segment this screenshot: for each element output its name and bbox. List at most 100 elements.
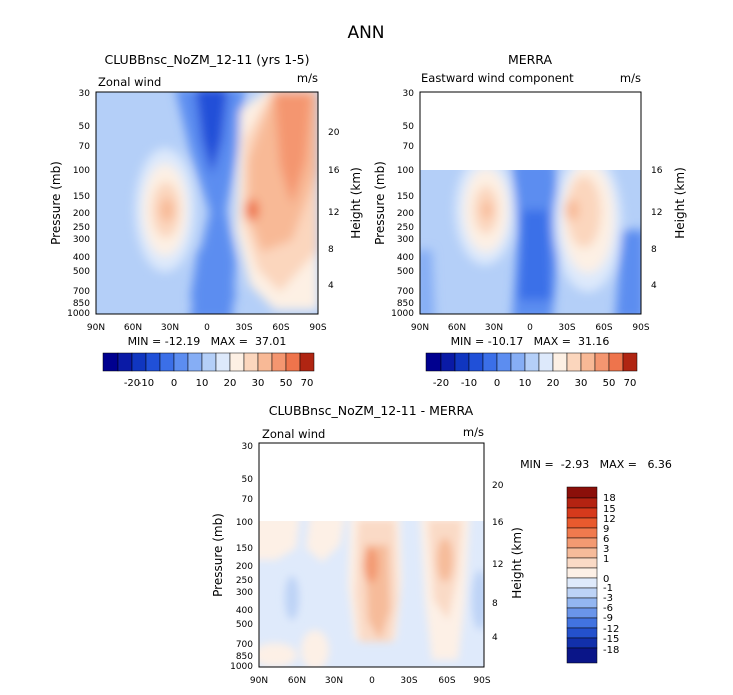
colorbar-label: -20 [124,378,140,389]
jet-sh-core [245,199,259,221]
x-axis-ticks: 90N 60N 30N 0 30S 60S 90S [411,323,650,333]
height-tick: 20 [492,481,504,491]
jet-nh-core [160,198,174,222]
colorbar: -20 -10 0 10 20 30 50 70 [102,352,315,389]
y-tick: 400 [236,606,253,616]
positive-core [364,547,378,583]
colorbar-label: 12 [603,514,616,525]
colorbar-label: 6 [603,534,609,545]
jet-sh-core [565,199,579,221]
negative-region [472,570,484,630]
y-tick: 200 [73,209,90,219]
colorbar-label: 15 [603,504,616,515]
contour-field [259,521,484,667]
jet-nh-core [482,201,492,219]
units-label: m/s [297,71,318,85]
y-tick: 70 [79,142,91,152]
height-tick: 20 [328,128,340,138]
y-tick: 500 [236,620,253,630]
colorbar-label: 10 [196,378,209,389]
colorbar-label: -3 [603,593,613,604]
y-tick: 700 [236,640,253,650]
jet-sh-inner [567,176,601,248]
y-tick: 50 [242,475,254,485]
polar-easterly [615,230,641,314]
x-tick: 0 [369,676,375,686]
y-tick: 200 [236,562,253,572]
colorbar-label: 30 [252,378,265,389]
x-tick: 90S [632,323,649,333]
positive-region [301,630,329,667]
stats-label: MIN = -2.93 MAX = 6.36 [520,458,672,471]
height-tick: 16 [328,166,340,176]
colorbar-label: 0 [494,378,500,389]
y-tick: 150 [397,192,414,202]
y-tick: 700 [397,287,414,297]
colorbar: -20 -10 0 10 20 30 50 70 [425,352,638,389]
y-tick: 250 [236,576,253,586]
y-tick: 400 [73,253,90,263]
y-tick: 150 [73,192,90,202]
x-tick: 0 [204,323,210,333]
colorbar-label: -6 [603,603,613,614]
x-tick: 60S [438,676,455,686]
left-label: Zonal wind [262,427,325,441]
colorbar-label: -10 [461,378,477,389]
jet-sh-upper [274,92,312,205]
y-tick: 70 [403,142,415,152]
y-axis-ticks: 30 50 70 100 150 200 250 300 400 500 700… [230,442,253,672]
panel-title: CLUBBnsc_NoZM_12-11 (yrs 1-5) [104,52,309,67]
colorbar-label: -12 [603,624,619,635]
height-tick: 4 [651,281,657,291]
left-label: Eastward wind component [421,71,574,85]
positive-region [306,521,344,562]
polar-easterly-nh [420,250,435,314]
y-tick: 850 [236,652,253,662]
contour-field [420,170,641,314]
units-label: m/s [620,71,641,85]
x-tick: 60N [124,323,142,333]
height-tick: 16 [651,166,663,176]
colorbar: 18 15 12 9 6 3 1 0 -1 -3 -6 -9 -12 -15 -… [566,486,619,664]
y-tick: 700 [73,287,90,297]
height-axis-ticks: 4 8 12 16 20 [328,128,340,291]
x-axis-ticks: 90N 60N 30N 0 30S 60S 90S [250,676,491,686]
x-tick: 30S [400,676,417,686]
x-tick: 60N [448,323,466,333]
plot-frame [95,91,319,315]
y-tick: 1000 [230,662,253,672]
y-tick: 30 [403,89,415,99]
y-tick: 70 [242,495,254,505]
x-tick: 60S [595,323,612,333]
x-tick: 90N [411,323,429,333]
y-tick: 300 [73,235,90,245]
y-axis-ticks: 30 50 70 100 150 200 250 300 400 500 700… [67,89,90,319]
positive-region [259,643,297,667]
stats-label: MIN = -12.19 MAX = 37.01 [128,335,287,348]
contour-field [96,92,318,314]
y-tick: 500 [73,267,90,277]
y-tick: 250 [397,223,414,233]
x-tick: 30N [161,323,179,333]
x-axis-ticks: 90N 60N 30N 0 30S 60S 90S [87,323,327,333]
y-tick: 200 [397,209,414,219]
height-tick: 8 [492,599,498,609]
x-tick: 0 [527,323,533,333]
colorbar-label: 1 [603,554,609,565]
y-tick: 850 [397,299,414,309]
positive-region [259,521,300,560]
y-tick: 50 [79,122,91,132]
units-label: m/s [463,425,484,439]
colorbar-label: 3 [603,544,609,555]
height-tick: 8 [651,245,657,255]
colorbar-label: 70 [624,378,637,389]
no-data-region [259,443,484,521]
stats-label: MIN = -10.17 MAX = 31.16 [451,335,610,348]
x-tick: 90S [309,323,326,333]
y-axis-ticks: 30 50 70 100 150 200 250 300 400 500 700… [391,89,414,319]
colorbar-label: 9 [603,524,609,535]
x-tick: 90S [473,676,490,686]
x-tick: 30N [485,323,503,333]
y-tick: 30 [242,442,254,452]
panel-difference: CLUBBnsc_NoZM_12-11 - MERRA Zonal wind m… [211,403,672,686]
